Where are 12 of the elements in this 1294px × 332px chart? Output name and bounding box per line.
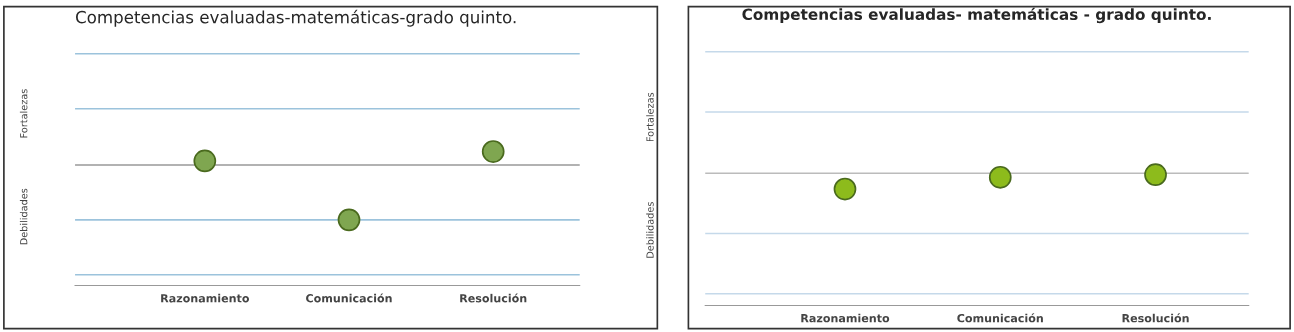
text: Debilidades [646,202,654,258]
chart-title: Competencias evaluadas-matemáticas-grado quinto. [75,9,516,27]
x-tick-label: Razonamiento [801,313,890,323]
x-tick-label: Comunicación [306,293,392,303]
x-tick-label: Resolución [460,293,527,303]
x-tick-label: Razonamiento [161,293,250,303]
chart-title: Competencias evaluadas- matemáticas - grado quinto. [742,7,1211,24]
x-tick-label: Comunicación [957,313,1043,323]
text: Debilidades [19,188,28,245]
text: Fortalezas [19,89,28,138]
text: Fortalezas [646,92,654,142]
x-tick-label: Resolución [1122,313,1189,323]
